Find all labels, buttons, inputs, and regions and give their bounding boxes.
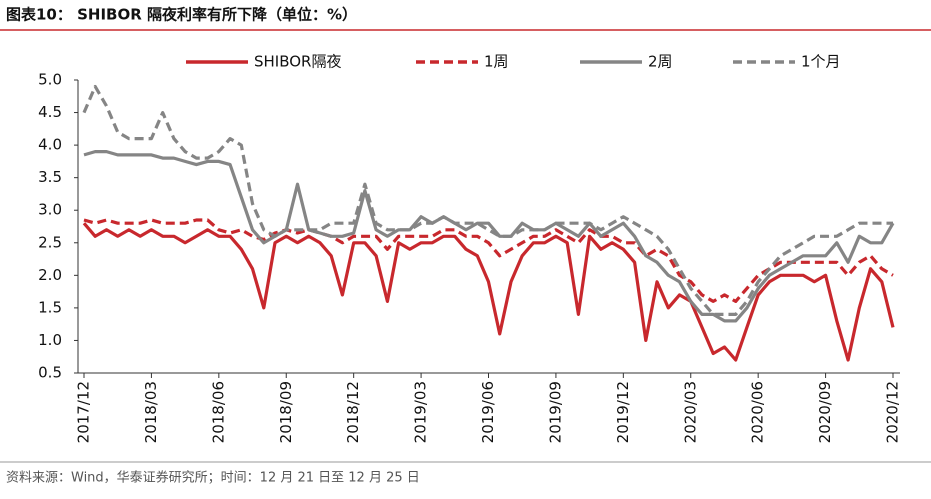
y-tick-label: 1.0 xyxy=(38,331,62,349)
y-tick-label: 5.0 xyxy=(38,71,62,89)
x-tick-label: 2019/09 xyxy=(546,381,564,443)
y-tick-label: 2.0 xyxy=(38,266,62,284)
x-tick-label: 2020/03 xyxy=(681,381,699,443)
x-tick-label: 2018/06 xyxy=(209,381,227,443)
y-tick-label: 2.5 xyxy=(38,233,62,251)
x-tick-label: 2019/03 xyxy=(412,381,430,443)
y-tick-label: 3.5 xyxy=(38,168,62,186)
legend-label: 1个月 xyxy=(801,53,841,71)
y-tick-label: 4.5 xyxy=(38,103,62,121)
x-tick-label: 2020/12 xyxy=(884,381,902,443)
y-tick-label: 4.0 xyxy=(38,136,62,154)
y-tick-label: 3.0 xyxy=(38,201,62,219)
x-tick-label: 2018/12 xyxy=(344,381,362,443)
series-line xyxy=(82,84,893,316)
series-line xyxy=(83,218,894,303)
x-tick-label: 2019/06 xyxy=(479,381,497,443)
legend-label: SHIBOR隔夜 xyxy=(254,53,341,71)
legend-label: 2周 xyxy=(648,53,673,71)
x-tick-label: 2017/12 xyxy=(75,381,93,443)
x-tick-label: 2018/09 xyxy=(277,381,295,443)
legend-label: 1周 xyxy=(484,53,509,71)
x-tick-label: 2020/06 xyxy=(749,381,767,443)
chart-title: 图表10： SHIBOR 隔夜利率有所下降（单位：%） xyxy=(6,6,357,24)
series-line xyxy=(83,150,895,323)
source-note: 资料来源：Wind，华泰证券研究所；时间：12 月 21 日至 12 月 25 … xyxy=(6,470,420,486)
x-tick-label: 2020/09 xyxy=(816,381,834,443)
y-tick-label: 1.5 xyxy=(38,298,62,316)
y-tick-label: 0.5 xyxy=(38,364,62,382)
series-line xyxy=(82,222,895,362)
x-tick-label: 2019/12 xyxy=(614,381,632,443)
x-tick-label: 2018/03 xyxy=(142,381,160,443)
